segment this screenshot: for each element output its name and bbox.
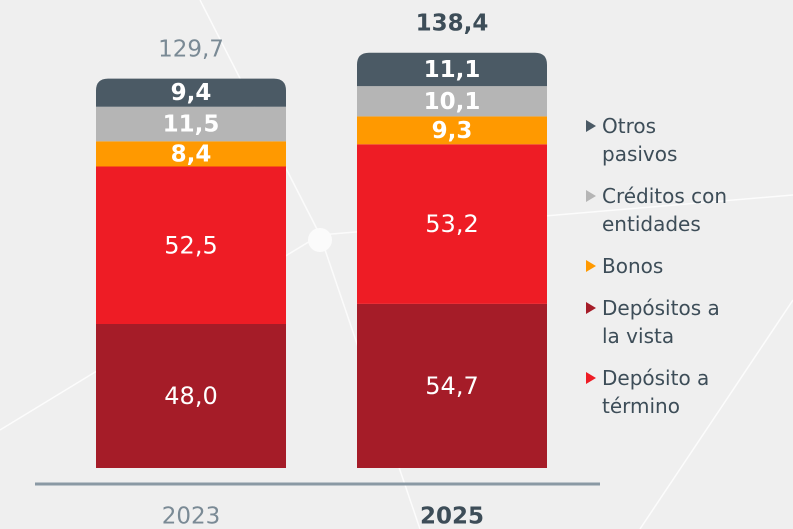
legend-item: Depósito a término — [586, 364, 736, 420]
legend-swatch — [586, 190, 596, 202]
legend-swatch — [586, 372, 596, 384]
value-label: 11,5 — [163, 112, 220, 138]
legend-swatch — [586, 302, 596, 314]
value-label: 8,4 — [171, 141, 212, 167]
value-label: 48,0 — [164, 382, 217, 410]
legend-label: Créditos con entidades — [602, 184, 728, 236]
legend-marker — [586, 302, 596, 314]
legend-marker — [586, 190, 596, 202]
bar-segment — [357, 86, 547, 117]
bar-segment — [357, 52, 547, 87]
x-tick-label: 2023 — [162, 504, 221, 529]
value-label: 53,2 — [425, 210, 478, 238]
bar-segment — [357, 144, 547, 304]
legend-label: Bonos — [602, 254, 664, 278]
legend-marker — [586, 120, 596, 132]
value-label: 9,4 — [171, 80, 212, 106]
legend-item: Bonos — [586, 252, 736, 280]
bar-segment — [96, 166, 286, 324]
value-label: 52,5 — [164, 231, 217, 259]
bar-segment — [96, 141, 286, 167]
legend-label: Depósitos a la vista — [602, 296, 720, 348]
x-tick-label: 2025 — [420, 504, 484, 529]
value-label: 10,1 — [424, 89, 481, 115]
legend-item: Créditos con entidades — [586, 182, 736, 238]
legend-label: Otros pasivos — [602, 114, 678, 166]
value-label: 9,3 — [432, 118, 473, 144]
legend-item: Depósitos a la vista — [586, 294, 736, 350]
total-label: 129,7 — [158, 36, 224, 62]
bar-segment — [357, 303, 547, 468]
legend-label: Depósito a término — [602, 366, 710, 418]
bar-segment — [96, 78, 286, 107]
legend-item: Otros pasivos — [586, 112, 736, 168]
bar-segment — [357, 116, 547, 145]
bar-segment — [96, 106, 286, 142]
legend-swatch — [586, 260, 596, 272]
total-label: 138,4 — [416, 10, 489, 36]
legend-marker — [586, 260, 596, 272]
value-label: 11,1 — [424, 57, 481, 83]
legend-swatch — [586, 120, 596, 132]
value-label: 54,7 — [425, 372, 478, 400]
legend: Otros pasivos Créditos con entidades Bonos… — [586, 112, 736, 420]
bar-segment — [96, 324, 286, 468]
legend-marker — [586, 372, 596, 384]
